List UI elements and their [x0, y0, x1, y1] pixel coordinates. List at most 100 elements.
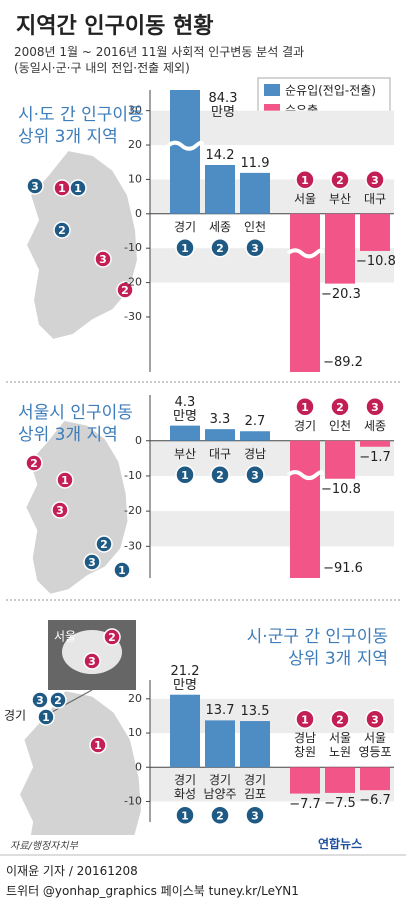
rank-badge — [37, 708, 55, 726]
rank-badge — [295, 170, 315, 190]
rank-badge — [83, 652, 101, 670]
rank-badge — [245, 465, 265, 485]
bar — [240, 431, 270, 441]
rank-badge — [25, 454, 43, 472]
y-tick-label: 0 — [135, 760, 142, 773]
value-label: 4.3 만명 — [173, 394, 197, 424]
value-label: 13.7 — [205, 703, 235, 719]
rank-number: 1 — [118, 564, 126, 577]
rank-number: 2 — [58, 224, 66, 237]
rank-number: 3 — [251, 242, 259, 255]
y-tick-label: 0 — [135, 207, 142, 220]
rank-badge — [113, 561, 131, 579]
value-label: −20.3 — [321, 286, 361, 302]
y-tick-label: 0 — [135, 434, 142, 447]
rank-badge — [295, 709, 315, 730]
rank-badge — [365, 709, 385, 730]
rank-number: 1 — [181, 469, 189, 482]
chart-heading: 시·도 간 인구이동 — [18, 105, 144, 125]
rank-badge — [365, 170, 385, 190]
rank-badge — [175, 465, 195, 485]
bar — [290, 440, 320, 578]
bar — [205, 164, 235, 214]
rank-badge — [31, 691, 49, 709]
value-label: −91.6 — [323, 561, 363, 576]
x-tick-label: 경기 남양주 — [203, 773, 237, 802]
rank-number: 3 — [99, 253, 107, 266]
rank-badge — [330, 709, 350, 730]
rank-number: 3 — [56, 504, 64, 517]
bar — [170, 425, 200, 441]
x-tick-label: 경기 김포 — [243, 773, 267, 802]
y-tick-label: 10 — [128, 172, 142, 185]
rank-badge — [51, 501, 69, 519]
map-label: 경기 — [4, 709, 26, 723]
rank-badge — [245, 805, 265, 826]
source: 자료/행정자치부 — [10, 841, 78, 852]
rank-number: 2 — [336, 713, 344, 726]
rank-badge — [175, 805, 195, 826]
y-tick-label: -20 — [124, 276, 142, 289]
value-label: −1.7 — [359, 449, 391, 465]
x-tick-label: 세종 — [208, 219, 232, 234]
x-tick-label: 부산 — [173, 446, 197, 461]
y-tick-label: -10 — [124, 794, 142, 807]
bar — [290, 767, 320, 794]
subtitle: 2008년 1월 ~ 2016년 11월 사회적 인구변동 분석 결과 — [14, 45, 305, 59]
rank-number: 1 — [301, 401, 309, 414]
bar — [170, 90, 200, 214]
map-shape — [24, 148, 140, 342]
x-tick-label: 경기 — [173, 219, 197, 234]
axis-break — [286, 248, 325, 259]
rank-number: 2 — [216, 809, 224, 822]
rank-number: 3 — [371, 174, 379, 187]
rank-badge — [89, 736, 107, 754]
map-label: 서울 — [54, 630, 76, 644]
rank-badge — [210, 238, 230, 258]
chart-heading: 시·군구 간 인구이동 — [246, 627, 388, 647]
rank-number: 1 — [181, 242, 189, 255]
value-label: −6.7 — [359, 793, 391, 809]
y-tick-label: -10 — [124, 469, 142, 482]
rank-number: 2 — [336, 401, 344, 414]
value-label: 84.3 만명 — [208, 91, 238, 120]
rank-number: 1 — [58, 182, 66, 195]
y-tick-label: -10 — [124, 241, 142, 254]
bar — [240, 721, 270, 768]
rank-number: 2 — [100, 538, 108, 551]
bar — [360, 767, 390, 791]
x-tick-label: 서울 영등포 — [358, 731, 392, 760]
rank-number: 2 — [54, 694, 62, 707]
rank-badge — [69, 179, 87, 197]
bar — [205, 429, 235, 441]
rank-number: 1 — [301, 174, 309, 187]
value-label: 3.3 — [209, 412, 231, 428]
y-tick-label: -30 — [124, 539, 142, 552]
rank-badge — [116, 281, 134, 299]
logo: 연합뉴스 — [318, 837, 363, 851]
grid-band — [150, 511, 394, 547]
value-label: −7.5 — [324, 795, 356, 811]
bar — [325, 440, 355, 479]
map — [24, 418, 130, 596]
x-tick-label: 대구 — [208, 446, 232, 461]
map-clip — [17, 688, 144, 835]
rank-badge — [295, 397, 315, 417]
axis-break — [166, 140, 205, 151]
value-label: −89.2 — [323, 355, 363, 370]
rank-badge — [365, 397, 385, 417]
rank-badge — [103, 628, 121, 646]
subtitle: (동일시·군·구 내의 전입·전출 제외) — [14, 61, 190, 75]
rank-number: 2 — [108, 631, 116, 644]
x-tick-label: 인천 — [243, 219, 267, 234]
rank-badge — [49, 691, 67, 709]
bar — [205, 720, 235, 768]
y-tick-label: -20 — [124, 504, 142, 517]
rank-badge — [210, 805, 230, 826]
rank-number: 3 — [31, 180, 39, 193]
bar — [290, 213, 320, 372]
rank-number: 1 — [61, 474, 69, 487]
bar — [240, 172, 270, 214]
value-label: 11.9 — [240, 155, 270, 171]
axis-break — [286, 470, 325, 481]
